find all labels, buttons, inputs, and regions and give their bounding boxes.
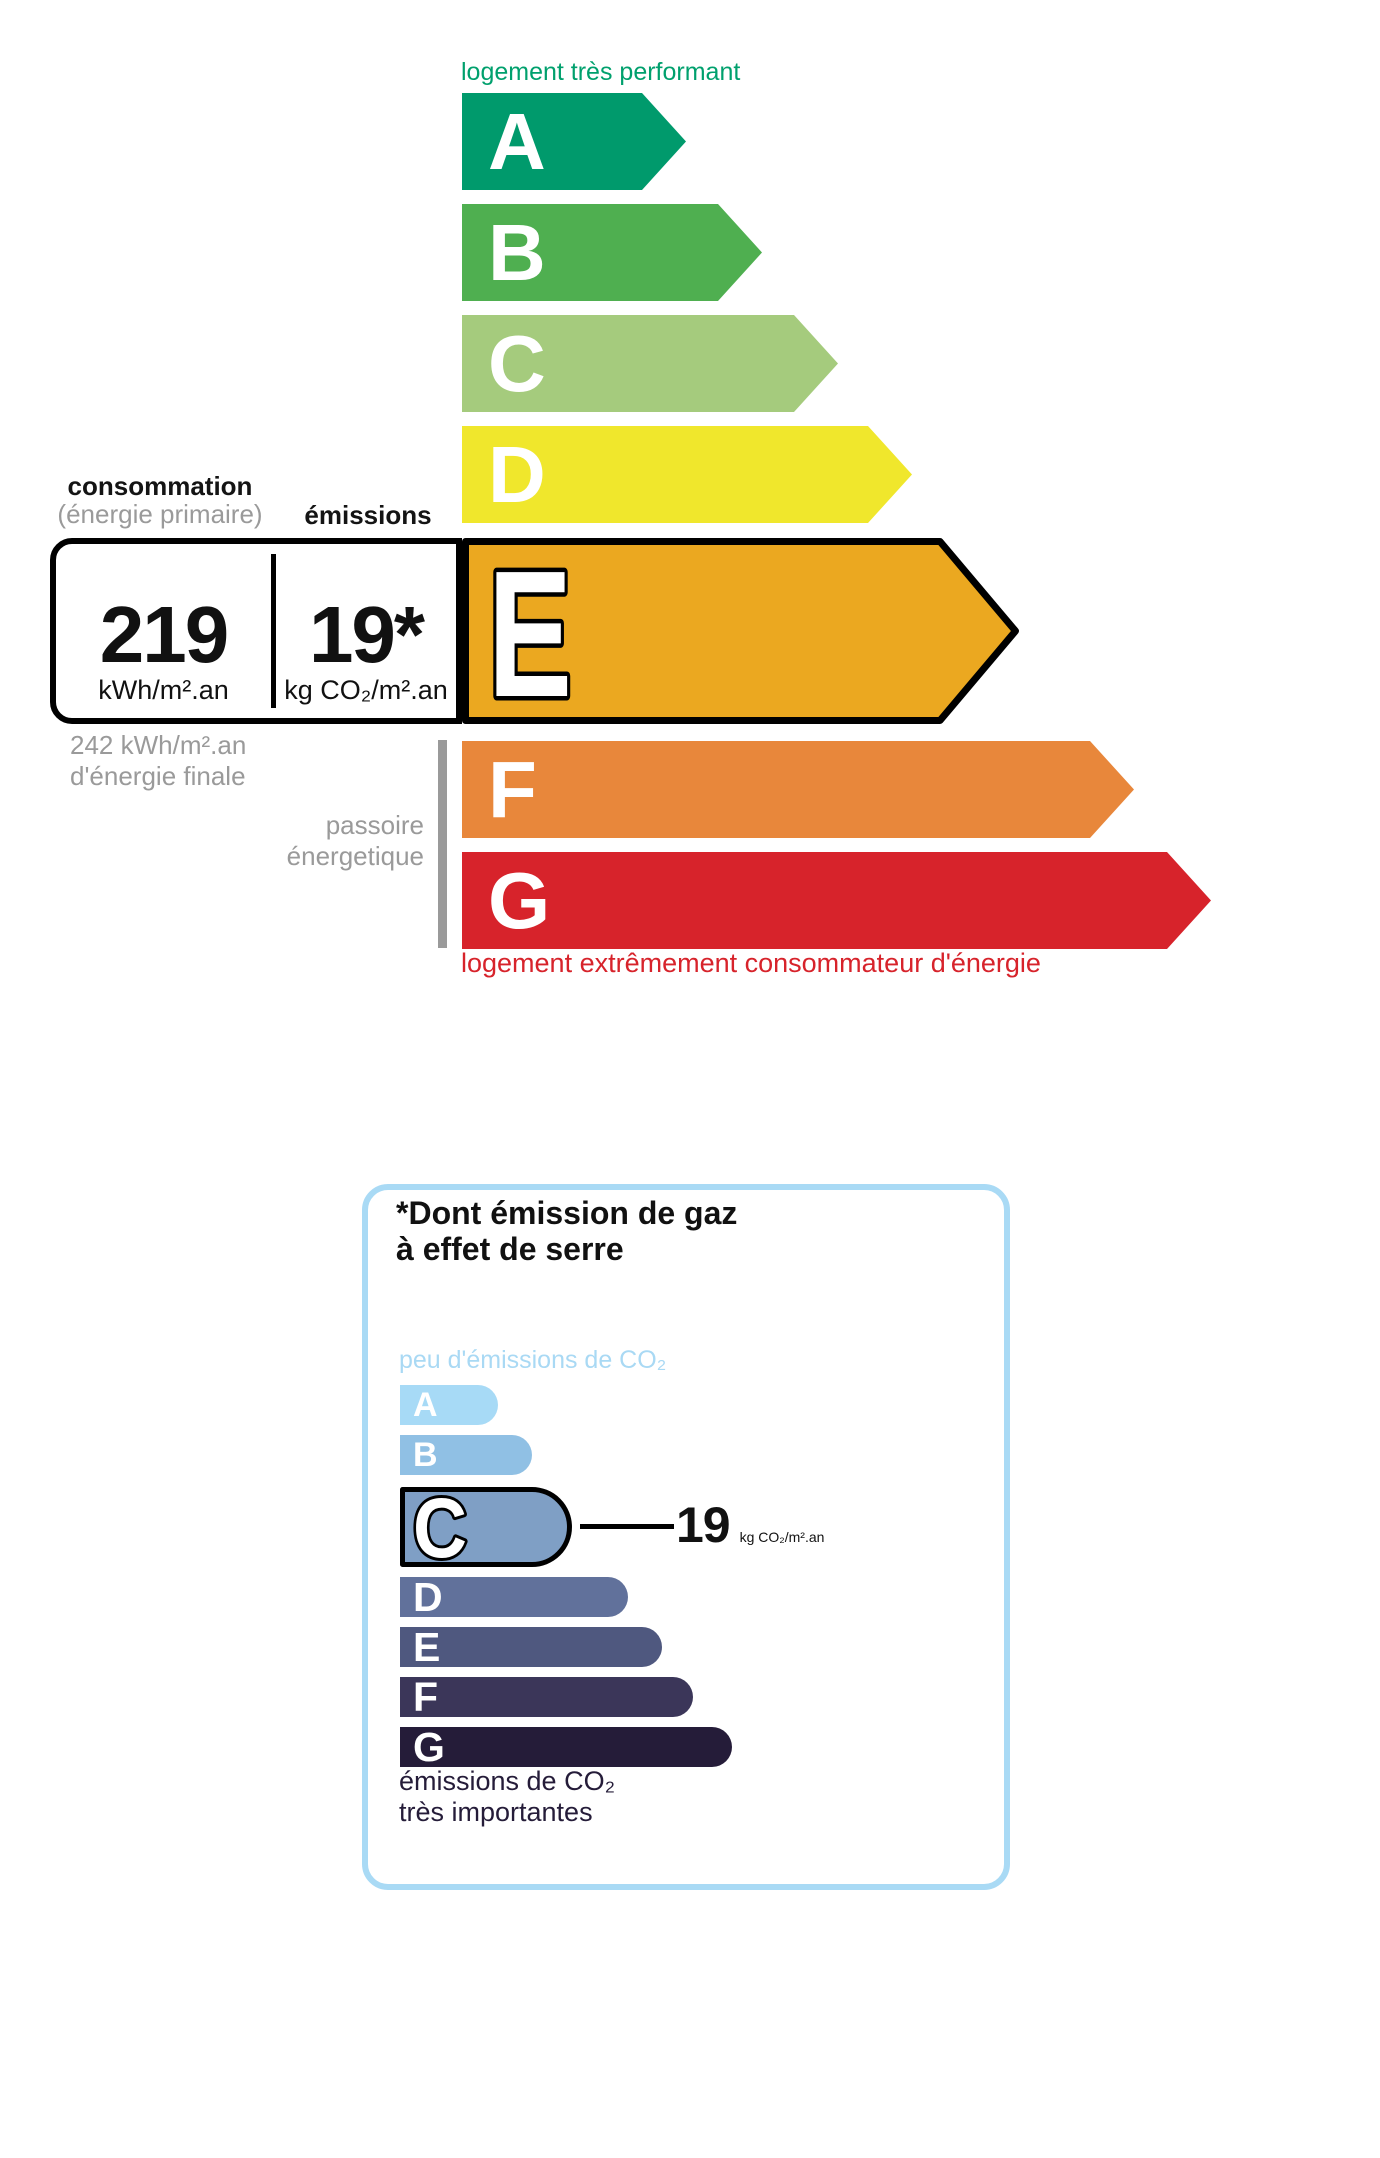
- co2-class-c-pill-shape: [400, 1487, 572, 1567]
- emissions-header: émissions: [304, 500, 432, 530]
- co2-class-letter: G: [413, 1723, 445, 1770]
- consumption-title: consommation: [67, 471, 253, 501]
- co2-class-e-bar: E: [400, 1623, 662, 1670]
- ghg-panel-title: *Dont émission de gaz à effet de serre: [396, 1195, 737, 1267]
- energy-class-f-bar: F: [462, 741, 1134, 838]
- energy-class-letter: D: [488, 429, 546, 519]
- co2-class-letter: F: [413, 1673, 439, 1720]
- co2-class-d-bar: D: [400, 1573, 628, 1620]
- emissions-column: 19* kg CO₂/m².an: [276, 544, 456, 718]
- co2-class-letter: E: [413, 1623, 441, 1670]
- value-box-divider: [271, 554, 276, 708]
- co2-class-b-bar: B: [400, 1435, 532, 1475]
- consumption-subtitle: (énergie primaire): [57, 499, 263, 529]
- energy-class-letter: F: [488, 744, 537, 834]
- co2-low-emissions-label: peu d'émissions de CO₂: [399, 1346, 667, 1374]
- co2-high-emissions-line2: très importantes: [399, 1797, 593, 1827]
- energy-class-e-bar: E: [462, 538, 1019, 724]
- energy-class-letter: B: [488, 207, 546, 297]
- energy-class-e-arrow-shape: [462, 538, 1019, 724]
- co2-class-f-bar: F: [400, 1673, 693, 1720]
- consumption-unit: kWh/m².an: [98, 675, 229, 706]
- co2-class-letter: B: [413, 1436, 438, 1474]
- energy-class-letter: A: [488, 96, 546, 186]
- energy-class-a-bar: A: [462, 93, 686, 190]
- consumption-header: consommation (énergie primaire): [30, 472, 290, 528]
- ghg-panel-title-line2: à effet de serre: [396, 1231, 624, 1267]
- co2-high-emissions-label: émissions de CO₂ très importantes: [399, 1766, 615, 1828]
- energy-class-letter: C: [488, 318, 546, 408]
- energy-class-letter: G: [488, 855, 551, 945]
- energy-sieve-note-line1: passoire: [325, 810, 424, 840]
- co2-class-c-bar: C: [400, 1487, 572, 1567]
- final-energy-note: 242 kWh/m².an d'énergie finale: [70, 730, 246, 792]
- final-energy-note-line1: 242 kWh/m².an: [70, 730, 247, 760]
- high-consumption-label: logement extrêmement consommateur d'éner…: [461, 948, 1041, 978]
- consumption-value: 219: [99, 590, 229, 680]
- energy-sieve-note: passoire énergetique: [230, 810, 424, 872]
- emissions-unit: kg CO₂/m².an: [284, 675, 448, 706]
- energy-class-c-bar: C: [462, 315, 838, 412]
- co2-value-unit: kg CO₂/m².an: [739, 1529, 825, 1545]
- consumption-column: 219 kWh/m².an: [56, 544, 271, 718]
- ghg-panel-title-line1: *Dont émission de gaz: [396, 1195, 738, 1231]
- energy-class-letter: E: [488, 538, 572, 724]
- value-connector-line: [580, 1524, 674, 1529]
- co2-class-letter: C: [413, 1487, 467, 1567]
- co2-value-row: 19 kg CO₂/m².an: [676, 1500, 824, 1550]
- energy-sieve-note-line2: énergetique: [286, 841, 424, 871]
- sieve-divider-bar: [438, 740, 447, 948]
- emissions-value: 19*: [308, 590, 425, 680]
- final-energy-note-line2: d'énergie finale: [70, 761, 246, 791]
- co2-class-letter: D: [413, 1573, 443, 1620]
- co2-value: 19: [676, 1497, 731, 1553]
- top-performance-label: logement très performant: [461, 58, 741, 86]
- co2-class-letter: A: [413, 1386, 438, 1424]
- co2-class-g-bar: G: [400, 1723, 732, 1770]
- energy-class-d-bar: D: [462, 426, 912, 523]
- consumption-emissions-box: 219 kWh/m².an 19* kg CO₂/m².an: [50, 538, 462, 724]
- co2-high-emissions-line1: émissions de CO₂: [399, 1766, 616, 1796]
- co2-class-a-bar: A: [400, 1385, 498, 1425]
- energy-class-g-bar: G: [462, 852, 1211, 949]
- energy-class-b-bar: B: [462, 204, 762, 301]
